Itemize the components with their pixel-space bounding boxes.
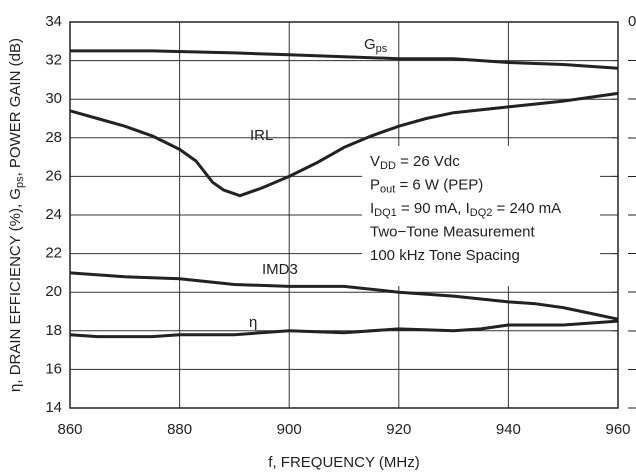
y-tick-label: 30 [45,90,62,107]
y2-tick-label: – [628,206,636,223]
y-tick-label: 32 [45,52,62,69]
y-tick-label: 16 [45,360,62,377]
subscript: out [380,183,395,195]
y2-tick-label: – [628,283,636,300]
text-part: V [370,153,380,170]
series-line [69,91,619,198]
text-part: = 90 mA, I [397,200,470,217]
text-part: , POWER GAIN (dB) [7,38,24,176]
y-tick-label: 20 [45,283,62,300]
y2-tick-label: – [628,129,636,146]
y-tick-label: 28 [45,129,62,146]
text-part: I [370,200,374,217]
series-line [69,271,619,321]
annotation-line: Pout = 6 W (PEP) [370,176,483,195]
series-line [70,49,619,70]
text-part: 100 kHz Tone Spacing [370,247,520,264]
y-axis-label: η, DRAIN EFFICIENCY (%), Gps, POWER GAIN… [7,38,26,392]
text-part: = 6 W (PEP) [395,176,483,193]
x-tick-label: 960 [605,421,630,438]
text-part: η [249,314,257,331]
text-part: Two−Tone Measurement [370,223,536,240]
text-part: = 26 Vdc [396,153,460,170]
x-tick-label: 880 [167,421,192,438]
x-tick-label: 920 [386,421,411,438]
x-tick-label: 940 [496,421,521,438]
text-part: η, DRAIN EFFICIENCY (%), G [7,188,24,392]
y2-tick-label: – [628,399,636,416]
annotation-box [362,146,600,286]
plot-frame [69,21,619,409]
series-label: η [249,314,257,331]
series-label: IRL [250,127,273,144]
x-tick-label: 900 [277,421,302,438]
y2-tick-label: – [628,90,636,107]
annotation-line: IDQ1 = 90 mA, IDQ2 = 240 mA [370,200,561,219]
y-tick-label: 26 [45,167,62,184]
y2-tick-label: – [628,245,636,262]
annotation-line: VDD = 26 Vdc [370,153,460,172]
x-tick-label: 860 [57,421,82,438]
text-part: P [370,176,380,193]
series-label: IMD3 [262,261,298,278]
y-tick-label: 34 [45,13,62,30]
y-tick-label: 22 [45,245,62,262]
x-axis-label: f, FREQUENCY (MHz) [268,454,419,471]
y2-tick-label: – [628,52,636,69]
subscript: DQ2 [470,207,493,219]
annotation-line: Two−Tone Measurement [370,223,536,240]
y2-tick-label: – [628,167,636,184]
text-part: G [364,36,376,53]
subscript: ps [14,176,26,188]
y-tick-label: 24 [45,206,62,223]
subscript: DQ1 [374,207,397,219]
y2-tick-label: 0 [628,13,636,30]
y2-tick-label: – [628,322,636,339]
y2-tick-label: – [628,360,636,377]
text-part: IMD3 [262,261,298,278]
series-label: Gps [364,36,388,55]
annotation-line: 100 kHz Tone Spacing [370,247,520,264]
text-part: = 240 mA [492,200,561,217]
text-part: IRL [250,127,273,144]
subscript: ps [376,43,388,55]
series-line [69,319,619,339]
y-tick-label: 14 [45,399,62,416]
subscript: DD [380,160,396,172]
y-tick-label: 18 [45,322,62,339]
